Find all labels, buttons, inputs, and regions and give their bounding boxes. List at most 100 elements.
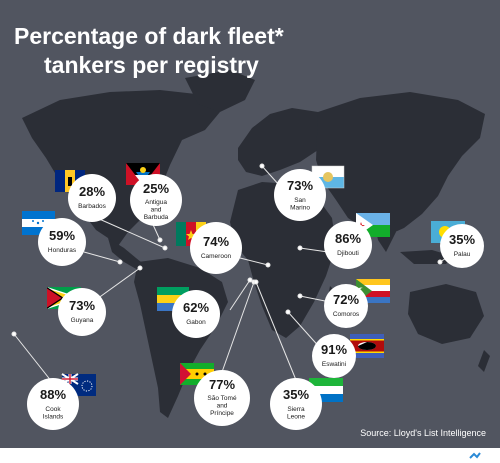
europe-landmass bbox=[238, 108, 326, 176]
bubble-sao-tome: 77% São Tomé and Príncipe bbox=[194, 370, 250, 426]
bubble-percent: 86% bbox=[335, 231, 361, 246]
location-dot bbox=[297, 245, 303, 251]
bubble-percent: 77% bbox=[209, 377, 235, 392]
bubble-country-line: and bbox=[217, 403, 228, 410]
location-dot bbox=[117, 259, 123, 265]
location-dot bbox=[437, 259, 443, 265]
bubble-country-line: Gabon bbox=[186, 319, 206, 326]
bubble-country: Djibouti bbox=[337, 250, 359, 257]
bubble-san-marino: 73% San Marino bbox=[274, 169, 326, 221]
bubble-country-line: Marino bbox=[290, 205, 310, 212]
greenland-landmass bbox=[185, 70, 255, 112]
bubble-percent: 28% bbox=[79, 184, 105, 199]
africa-landmass bbox=[230, 182, 336, 338]
bubble-country: Cameroon bbox=[201, 253, 232, 260]
bubble-percent: 62% bbox=[183, 300, 209, 315]
bubble-percent: 73% bbox=[287, 178, 313, 193]
bubble-country: Antigua and Barbuda bbox=[144, 199, 169, 221]
asia-landmass bbox=[316, 92, 485, 236]
bubble-country-line: San bbox=[294, 197, 306, 204]
bubble-cook-islands: 88% Cook Islands bbox=[27, 378, 79, 430]
bubble-guyana: 73% Guyana bbox=[58, 288, 106, 336]
location-dot bbox=[297, 293, 303, 299]
location-dot bbox=[265, 262, 271, 268]
bubble-sierra-leone: 35% Sierra Leone bbox=[270, 378, 322, 430]
location-dot bbox=[253, 279, 259, 285]
bubble-country: San Marino bbox=[290, 197, 310, 212]
bubble-country-line: Barbuda bbox=[144, 214, 169, 221]
bubble-percent: 73% bbox=[69, 298, 95, 313]
logo-icon bbox=[469, 452, 481, 459]
bubble-country: Cook Islands bbox=[43, 406, 64, 421]
leader-line-cameroon bbox=[239, 257, 269, 266]
location-dot bbox=[157, 237, 163, 243]
eswatini-flag bbox=[350, 334, 384, 358]
bubble-percent: 91% bbox=[321, 342, 347, 357]
bubble-eswatini: 91% Eswatini bbox=[312, 334, 356, 378]
sierra-leone-flag bbox=[309, 378, 343, 402]
location-dot bbox=[162, 245, 168, 251]
world-map: 28% Barbados 25% Antigua and Barbuda 73% S… bbox=[11, 70, 490, 430]
bubble-country: Honduras bbox=[48, 247, 77, 254]
leader-line-cook-islands bbox=[13, 333, 53, 383]
leader-line-honduras bbox=[83, 251, 121, 263]
location-dot bbox=[137, 265, 143, 271]
bubble-country-line: Príncipe bbox=[210, 410, 234, 417]
gabon-flag bbox=[157, 287, 189, 311]
bubble-country-line: Eswatini bbox=[322, 361, 346, 368]
leader-line-djibouti bbox=[299, 247, 329, 253]
sao-tome-principe-flag bbox=[180, 363, 214, 385]
bubble-country: Comoros bbox=[333, 311, 360, 318]
bubble-country: Barbados bbox=[78, 203, 107, 210]
bubble-country: Eswatini bbox=[322, 361, 346, 368]
leader-line-barbados bbox=[96, 217, 166, 249]
bubble-percent: 74% bbox=[203, 234, 229, 249]
bottom-strip bbox=[0, 448, 500, 463]
bubble-country-line: Guyana bbox=[71, 317, 94, 324]
title-line-2: tankers per registry bbox=[44, 52, 259, 78]
leader-line-sierra-leone bbox=[255, 281, 297, 381]
bubble-comoros: 72% Comoros bbox=[324, 284, 368, 328]
bubble-barbados: 28% Barbados bbox=[68, 174, 116, 222]
bubble-djibouti: 86% Djibouti bbox=[324, 221, 372, 269]
bubble-country-line: Barbados bbox=[78, 203, 107, 210]
bubble-antigua: 25% Antigua and Barbuda bbox=[130, 174, 182, 226]
bubble-percent: 72% bbox=[333, 292, 359, 307]
location-dot bbox=[259, 163, 265, 169]
bubble-country-line: Djibouti bbox=[337, 250, 359, 257]
central-america-landmass bbox=[108, 238, 146, 270]
australia-landmass bbox=[408, 284, 484, 344]
bubble-country-line: Leone bbox=[287, 414, 305, 421]
north-america-landmass bbox=[22, 90, 220, 246]
bubble-country-line: Sierra bbox=[287, 406, 305, 413]
bubble-percent: 88% bbox=[40, 387, 66, 402]
djibouti-flag bbox=[356, 213, 390, 237]
bubble-country-line: Islands bbox=[43, 414, 64, 421]
bubble-palau: 35% Palau bbox=[440, 224, 484, 268]
bubble-country-line: and bbox=[151, 207, 162, 214]
bubble-country-line: Comoros bbox=[333, 311, 360, 318]
bubble-country: Gabon bbox=[186, 319, 206, 326]
new-zealand-landmass bbox=[478, 350, 490, 372]
bubble-percent: 35% bbox=[283, 387, 309, 402]
location-dot bbox=[247, 277, 253, 283]
bubble-cameroon: 74% Cameroon bbox=[190, 222, 242, 274]
bubble-gabon: 62% Gabon bbox=[172, 290, 220, 338]
bubble-percent: 59% bbox=[49, 228, 75, 243]
bubble-country: Palau bbox=[454, 251, 471, 258]
bubble-country-line: São Tomé bbox=[207, 395, 237, 402]
bubble-country-line: Cook bbox=[45, 406, 61, 413]
location-dot bbox=[11, 331, 17, 337]
bubble-country: Sierra Leone bbox=[287, 406, 305, 421]
san-marino-flag bbox=[311, 165, 345, 189]
bubble-country: Guyana bbox=[71, 317, 94, 324]
bubble-country-line: Cameroon bbox=[201, 253, 232, 260]
source-note: Source: Lloyd's List Intelligence bbox=[360, 428, 486, 438]
leader-line-sao-tome bbox=[221, 281, 255, 373]
location-dot bbox=[285, 309, 291, 315]
bubble-country-line: Honduras bbox=[48, 247, 77, 254]
bubble-country: São Tomé and Príncipe bbox=[207, 395, 237, 417]
leader-line-gabon bbox=[229, 279, 251, 311]
bubble-country-line: Antigua bbox=[145, 199, 167, 206]
